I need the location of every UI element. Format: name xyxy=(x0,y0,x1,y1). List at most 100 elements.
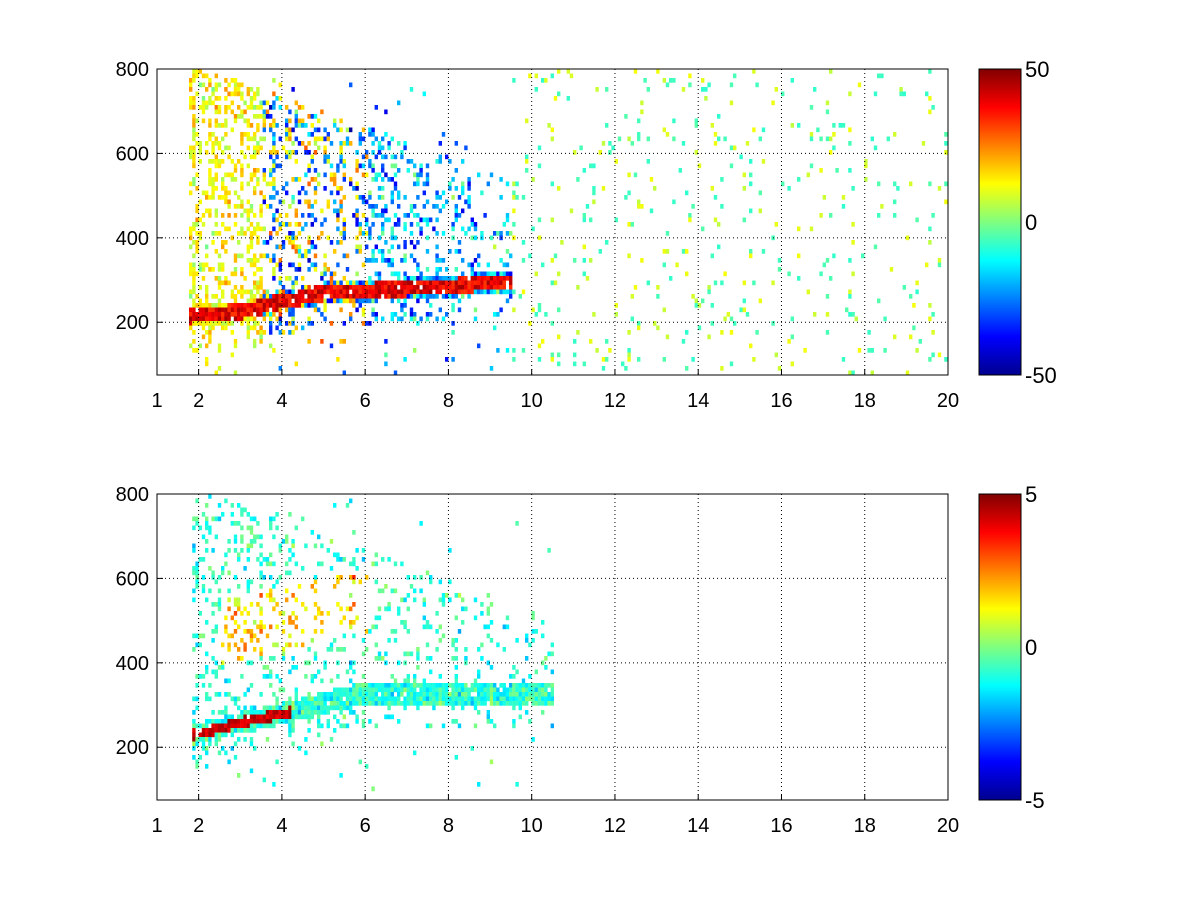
heatmap-cell xyxy=(214,154,218,160)
heatmap-cell xyxy=(729,82,734,88)
heatmap-cell xyxy=(237,204,241,209)
heatmap-cell xyxy=(758,190,762,196)
heatmap-cell xyxy=(400,258,404,263)
heatmap-cell xyxy=(925,91,929,97)
heatmap-cell xyxy=(742,280,746,286)
heatmap-cell xyxy=(371,696,375,702)
heatmap-cell xyxy=(797,226,801,232)
heatmap-cell xyxy=(269,235,273,241)
heatmap-cell xyxy=(390,696,394,702)
heatmap-cell xyxy=(358,696,362,702)
heatmap-cell xyxy=(627,357,631,362)
heatmap-cell xyxy=(355,181,359,187)
heatmap-cell xyxy=(205,525,209,531)
heatmap-cell xyxy=(339,145,343,151)
heatmap-cell xyxy=(285,642,289,648)
heatmap-cell xyxy=(425,177,430,182)
heatmap-cell xyxy=(278,276,282,281)
heatmap-cell xyxy=(400,683,404,688)
heatmap-cell xyxy=(256,226,260,232)
heatmap-cell xyxy=(201,557,206,562)
heatmap-cell xyxy=(742,307,746,313)
heatmap-cell xyxy=(189,87,193,92)
heatmap-cell xyxy=(243,312,247,317)
heatmap-cell xyxy=(233,548,238,553)
heatmap-cell xyxy=(262,719,266,724)
heatmap-cell xyxy=(435,280,439,286)
heatmap-cell xyxy=(470,235,474,241)
heatmap-cell xyxy=(313,150,318,155)
heatmap-cell xyxy=(515,638,519,643)
heatmap-cell xyxy=(406,683,410,688)
heatmap-cell xyxy=(230,177,234,182)
heatmap-cell xyxy=(221,150,225,155)
heatmap-cell xyxy=(227,723,231,729)
heatmap-cell xyxy=(435,195,439,200)
heatmap-cell xyxy=(205,312,209,317)
heatmap-cell xyxy=(467,181,471,187)
heatmap-cell xyxy=(931,105,935,110)
heatmap-cell xyxy=(374,105,378,110)
heatmap-cell xyxy=(681,339,686,344)
colorbar-tick-label: 0 xyxy=(1025,210,1037,235)
heatmap-cell xyxy=(256,289,260,295)
heatmap-cell xyxy=(377,606,382,612)
heatmap-cell xyxy=(294,624,298,630)
heatmap-cell xyxy=(365,629,369,634)
heatmap-cell xyxy=(342,705,346,711)
heatmap-cell xyxy=(710,303,714,308)
heatmap-cell xyxy=(333,701,337,706)
heatmap-cell xyxy=(339,620,343,625)
heatmap-cell xyxy=(281,330,286,335)
x-tick-label: 18 xyxy=(854,390,876,412)
heatmap-cell xyxy=(336,687,340,693)
heatmap-cell xyxy=(397,195,401,200)
heatmap-cell xyxy=(397,141,401,146)
heatmap-cell xyxy=(368,701,372,706)
heatmap-cell xyxy=(320,109,324,115)
heatmap-cell xyxy=(902,91,906,97)
heatmap-cell xyxy=(393,294,398,299)
heatmap-cell xyxy=(461,271,465,277)
top-heatmap-cells xyxy=(189,69,948,375)
heatmap-cell xyxy=(288,298,292,304)
heatmap-cell xyxy=(483,696,487,702)
heatmap-cell xyxy=(819,136,823,142)
heatmap-cell xyxy=(512,307,516,313)
heatmap-cell xyxy=(208,132,212,137)
heatmap-cell xyxy=(349,294,353,299)
heatmap-cell xyxy=(323,285,327,290)
heatmap-cell xyxy=(297,105,302,110)
heatmap-cell xyxy=(525,118,529,124)
heatmap-cell xyxy=(317,606,321,612)
heatmap-cell xyxy=(397,298,401,304)
heatmap-cell xyxy=(537,303,542,308)
heatmap-cell xyxy=(937,352,942,358)
heatmap-cell xyxy=(621,361,625,367)
heatmap-cell xyxy=(192,73,196,79)
heatmap-cell xyxy=(365,222,369,227)
heatmap-cell xyxy=(729,361,734,367)
heatmap-cell xyxy=(313,696,318,702)
heatmap-cell xyxy=(307,719,311,724)
heatmap-cell xyxy=(454,593,458,598)
heatmap-cell xyxy=(240,226,244,232)
heatmap-cell xyxy=(297,298,302,304)
heatmap-cell xyxy=(336,552,340,558)
heatmap-cell xyxy=(419,271,423,277)
heatmap-cell xyxy=(829,136,833,142)
heatmap-cell xyxy=(605,123,609,128)
heatmap-cell xyxy=(272,692,276,697)
heatmap-cell xyxy=(221,186,225,191)
heatmap-cell xyxy=(333,705,337,711)
heatmap-cell xyxy=(393,163,398,169)
heatmap-cell xyxy=(345,136,350,142)
heatmap-cell xyxy=(448,285,452,290)
heatmap-cell xyxy=(233,339,238,344)
heatmap-cell xyxy=(294,597,298,603)
heatmap-cell xyxy=(189,181,193,187)
heatmap-cell xyxy=(819,168,823,173)
heatmap-cell xyxy=(195,498,199,504)
heatmap-cell xyxy=(313,294,318,299)
heatmap-cell xyxy=(483,687,487,693)
